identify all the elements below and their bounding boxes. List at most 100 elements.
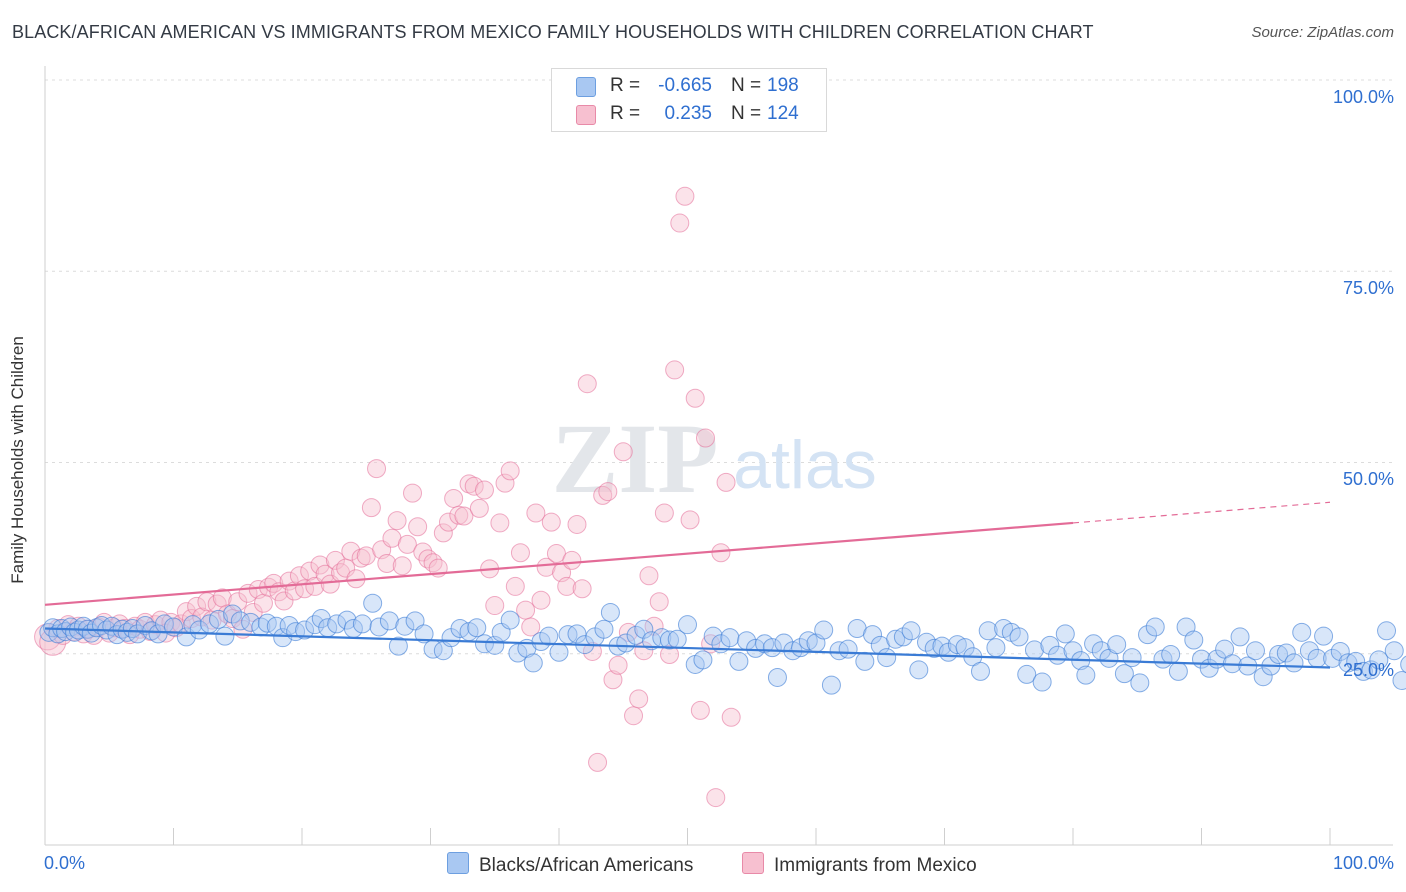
grid-lines [45,79,1393,655]
point-blacks [1276,643,1296,663]
point-blacks [379,611,399,631]
point-blacks [1230,627,1250,647]
point-blacks [978,621,998,641]
point-blacks [634,619,654,639]
point-blacks [81,623,101,643]
point-mexico [649,592,669,612]
point-blacks [893,627,913,647]
point-mexico [711,543,731,563]
legend-swatch-blue [447,852,469,874]
point-mexico [562,550,582,570]
chart-title: BLACK/AFRICAN AMERICAN VS IMMIGRANTS FRO… [12,22,1094,42]
point-mexico [367,459,387,479]
watermark-atlas: atlas [733,427,877,503]
point-blacks [474,634,494,654]
point-mexico [665,360,685,380]
n-label: N = [731,75,762,96]
point-blacks [1055,624,1075,644]
point-blacks [1299,641,1319,661]
point-mexico [464,476,484,496]
bottom-legend-mexico[interactable]: Immigrants from Mexico [742,852,977,877]
point-mexico [397,534,417,554]
point-blacks [1245,641,1265,661]
point-blacks [388,636,408,656]
point-blacks [500,610,520,630]
n-value: 124 [767,103,799,124]
point-blacks [1009,627,1029,647]
trend-line-blacks [44,627,1331,669]
point-blacks [1346,651,1366,671]
y-tick-label-50: 50.0% [1342,469,1394,489]
point-mexico [500,461,520,481]
point-mexico [274,591,294,611]
point-blacks [1292,622,1312,642]
point-blacks [678,615,697,635]
point-mexico [485,596,505,616]
point-blacks [986,638,1006,658]
y-axis-label: Family Households with Children [8,336,27,584]
point-mexico [521,617,541,637]
point-blacks [208,609,228,629]
point-blacks [1353,661,1373,681]
point-blacks [1145,617,1165,637]
point-mexico [660,645,680,665]
correlation-legend: R = -0.665 N = 198 R = 0.235 N = 124 [551,68,827,132]
point-mexico [680,510,700,530]
point-blacks [1400,655,1406,674]
point-blacks [1330,641,1350,661]
point-blacks [1040,635,1060,655]
point-mexico [516,600,536,620]
point-mexico [721,707,741,727]
point-blacks [1107,635,1127,655]
point-mexico [454,506,474,526]
point-blacks [1084,634,1104,654]
point-blacks [626,625,646,645]
n-label: N = [731,103,762,124]
point-blacks [405,611,425,631]
point-blacks [414,624,434,644]
point-blacks [1130,673,1150,693]
point-mexico [423,553,443,573]
point-mexico [608,655,628,675]
series-immigrants-mexico [34,186,741,808]
point-mexico [593,485,613,505]
point-blacks [1361,660,1381,680]
legend-row-mexico: R = 0.235 N = 124 [552,100,826,128]
point-blacks [909,660,929,680]
point-blacks [863,625,883,645]
point-mexico [469,498,489,518]
point-blacks [508,643,528,663]
point-blacks [594,619,614,639]
point-blacks [1184,630,1204,650]
point-blacks [112,619,132,639]
point-mexico [639,566,659,586]
point-blacks [523,653,543,673]
point-blacks [1314,626,1334,646]
point-mexico [351,548,371,568]
series-blacks-african-americans [39,593,1406,695]
point-mexico [387,511,407,531]
point-mexico [341,541,361,561]
point-blacks [886,629,906,649]
bottom-legend-blacks[interactable]: Blacks/African Americans [447,852,693,877]
point-blacks [273,628,293,648]
point-blacks [1076,665,1096,685]
point-mexico [706,788,726,808]
point-mexico [695,428,715,448]
point-mexico [624,706,644,726]
point-blacks [600,602,620,622]
point-mexico [408,517,428,537]
point-blacks [1253,667,1273,687]
point-mexico [495,473,515,493]
legend-label-blacks: Blacks/African Americans [479,855,694,876]
point-blacks [1338,653,1358,673]
point-blacks [1161,645,1181,665]
point-blacks [369,617,389,637]
point-blacks [467,618,487,638]
legend-row-blacks: R = -0.665 N = 198 [552,72,826,100]
point-blacks [660,630,680,650]
point-blacks [855,651,875,671]
point-blacks [1017,664,1037,684]
point-mexico [392,556,412,576]
